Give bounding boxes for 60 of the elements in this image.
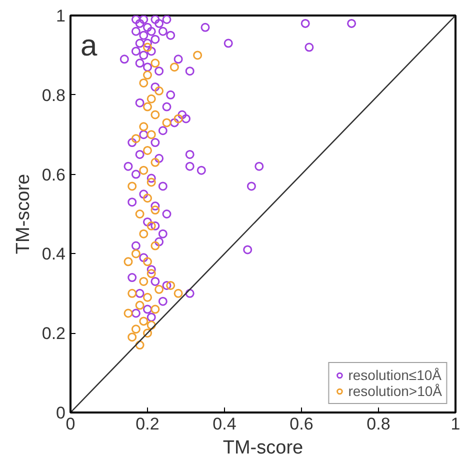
point (143, 102, 152, 112)
point (174, 114, 183, 124)
point (124, 257, 133, 266)
x-tick-label: 0.6 (290, 414, 314, 434)
point (150, 58, 160, 68)
annotation: a (80, 30, 98, 62)
point (154, 284, 164, 294)
point (146, 221, 156, 230)
point (131, 324, 140, 334)
point (143, 194, 152, 203)
point (139, 316, 148, 326)
point (146, 94, 156, 104)
point (131, 249, 140, 258)
legend-label: resolution>10Å (348, 383, 442, 399)
point (139, 229, 148, 238)
point (131, 134, 140, 144)
x-tick-label: 1 (450, 414, 460, 434)
point (146, 130, 156, 140)
point (146, 269, 156, 278)
x-axis-title: TM-score (222, 438, 304, 458)
point (143, 70, 152, 80)
legend-label: resolution≤10Å (348, 367, 442, 383)
y-tick-label: 0.2 (42, 324, 66, 344)
point (143, 257, 152, 266)
point (143, 146, 152, 155)
point (128, 182, 137, 191)
point (139, 166, 148, 175)
point (146, 178, 156, 187)
point (193, 50, 202, 60)
y-tick-label: 0.4 (42, 244, 66, 264)
point (143, 292, 152, 302)
x-tick-label: 0.8 (366, 414, 390, 434)
point (150, 304, 160, 314)
point (135, 210, 144, 218)
x-tick-label: 0.4 (212, 414, 236, 434)
y-tick-label: 0.6 (42, 165, 66, 184)
point (146, 320, 156, 330)
y-axis-title: TM-score (12, 174, 34, 254)
point (174, 288, 183, 298)
point (135, 300, 144, 310)
point (139, 122, 148, 132)
point (135, 340, 144, 350)
y-tick-label: 1 (56, 6, 66, 26)
point (150, 110, 160, 120)
point (150, 206, 160, 215)
point (162, 118, 172, 128)
point (139, 276, 148, 286)
point (150, 241, 160, 250)
point (170, 62, 179, 72)
point (128, 288, 137, 298)
point (154, 86, 164, 96)
point (139, 78, 148, 88)
x-tick-label: 0.2 (136, 414, 160, 434)
point (150, 158, 160, 167)
point (143, 328, 152, 338)
point (124, 308, 133, 318)
point (143, 42, 152, 52)
point (166, 280, 176, 290)
y-tick-label: 0.8 (42, 86, 66, 105)
point (128, 332, 137, 342)
